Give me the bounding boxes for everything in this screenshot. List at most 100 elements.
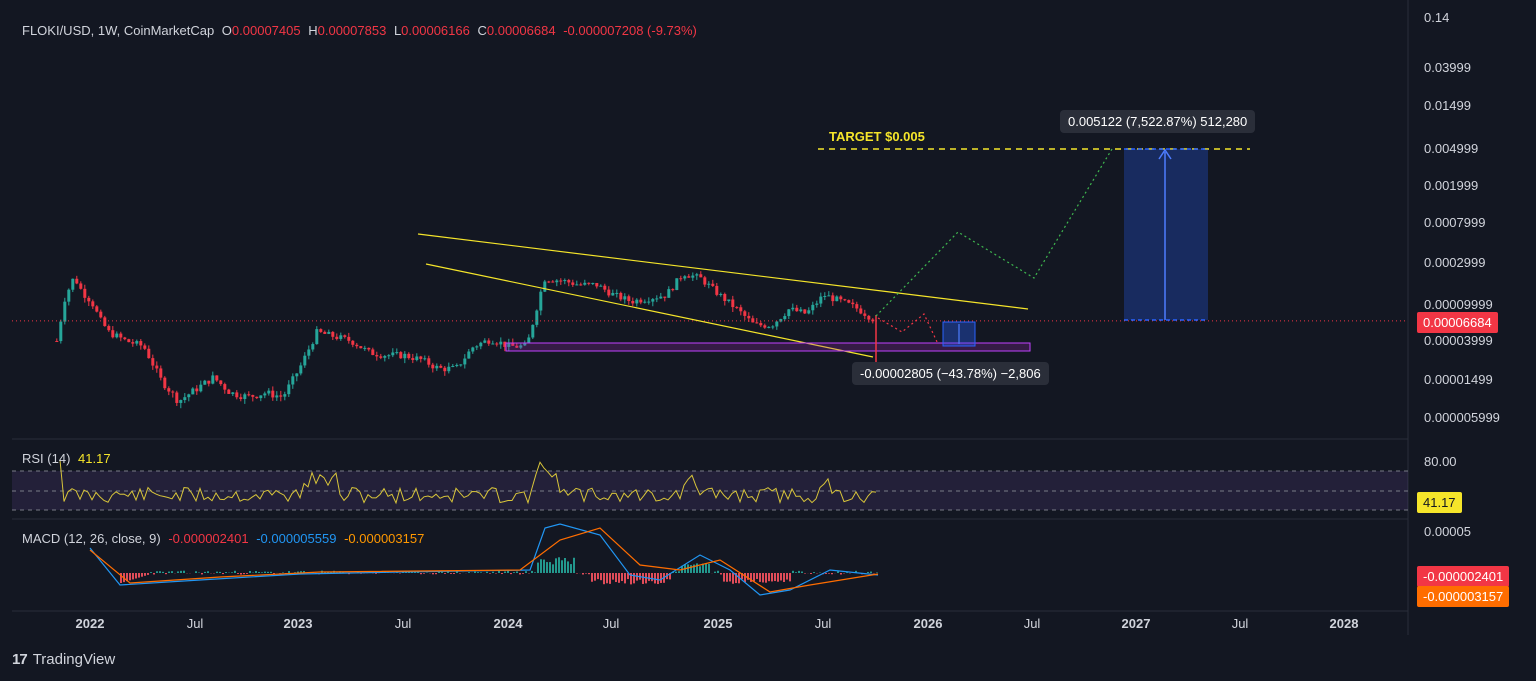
macd-histogram-bar [492,571,494,573]
tradingview-logo[interactable]: 17 TradingView [12,651,115,668]
macd-histogram-bar [690,565,692,573]
macd-histogram-bar [195,571,197,573]
macd-histogram-bar [330,572,332,573]
macd-histogram-bar [141,573,143,577]
candle-body [787,309,791,317]
macd-histogram-bar [120,573,122,583]
candle-body [167,388,171,392]
candle-body [863,313,867,316]
macd-histogram-bar [597,573,599,580]
price-tick-label: 0.14 [1424,10,1449,25]
candle-body [411,358,415,360]
candle-body [251,395,255,397]
close-label: C0.00006684 [477,23,556,38]
macd-histogram-bar [705,563,707,573]
macd-histogram-bar [798,570,800,573]
candle-body [703,277,707,285]
candle-body [111,330,115,338]
macd-histogram-bar [522,573,524,574]
candle-body [299,365,303,374]
candle-body [543,281,547,292]
candle-body [463,358,467,365]
candle-body [759,323,763,326]
macd-histogram-bar [570,564,572,573]
candle-body [671,289,675,291]
macd-histogram-bar [402,572,404,573]
candle-body [571,282,575,285]
candle-body [735,307,739,309]
macd-histogram-bar [786,573,788,580]
candle-body [119,333,123,338]
macd-histogram-bar [243,573,245,575]
bearish-projection-path [877,313,939,345]
candle-body [599,285,603,287]
candle-body [139,341,143,346]
macd-histogram-bar [504,571,506,573]
candle-body [551,281,555,283]
macd-title[interactable]: MACD (12, 26, close, 9) [22,531,161,546]
symbol-label[interactable]: FLOKI/USD, 1W, CoinMarketCap [22,23,215,38]
price-tick-label: 0.000005999 [1424,410,1500,425]
candle-body [867,315,871,320]
macd-histogram-bar [183,570,185,573]
rsi-title[interactable]: RSI (14) [22,451,71,466]
macd-histogram-bar [204,571,206,573]
macd-histogram-bar [453,573,455,574]
tv-logo-icon: 17 [12,651,28,668]
candle-body [215,375,219,381]
current-price-tag: 0.00006684 [1417,312,1498,333]
macd-histogram-bar [510,573,512,575]
macd-histogram-bar [789,573,791,582]
candle-body [747,315,751,319]
candle-body [351,340,355,345]
candle-body [623,296,627,300]
candle-body [779,319,783,322]
macd-histogram-bar [603,573,605,585]
candle-body [323,331,327,334]
candle-body [175,392,179,403]
candle-body [339,335,343,339]
candle-body [819,296,823,304]
time-tick-label: 2026 [914,616,943,631]
candle-body [431,364,435,369]
low-label: L0.00006166 [393,23,470,38]
macd-histogram-bar [618,573,620,583]
macd-histogram-bar [642,573,644,584]
time-tick-label: Jul [815,616,832,631]
candle-body [71,278,75,290]
macd-histogram-bar [537,562,539,573]
macd-histogram-bar [546,562,548,573]
macd-histogram-bar [840,573,842,575]
candle-body [627,296,631,302]
candle-body [295,373,299,377]
candle-body [783,316,787,320]
macd-histogram-bar [825,573,827,574]
macd-histogram-bar [555,558,557,573]
macd-histogram-bar [582,573,584,575]
candle-body [611,292,615,296]
candle-body [775,321,779,327]
candle-body [811,304,815,311]
candle-body [595,282,599,287]
macd-histogram-bar [147,573,149,575]
candle-body [523,343,527,346]
macd-histogram-bar [459,573,461,574]
hist-value: -0.000003157 [344,531,425,546]
macd-histogram-bar [168,571,170,573]
macd-histogram-bar [621,573,623,582]
macd-histogram-bar [561,560,563,573]
candle-body [319,329,323,332]
candle-body [635,299,639,304]
candle-body [199,384,203,392]
candle-body [367,347,371,350]
macd-histogram-bar [606,573,608,584]
candle-body [795,307,799,312]
macd-histogram-bar [540,559,542,573]
candle-body [107,326,111,331]
candle-body [147,348,151,359]
macd-histogram-bar [165,573,167,575]
candle-body [767,326,771,328]
price-tick-label: 0.00009999 [1424,297,1493,312]
projection-path [875,148,1113,317]
